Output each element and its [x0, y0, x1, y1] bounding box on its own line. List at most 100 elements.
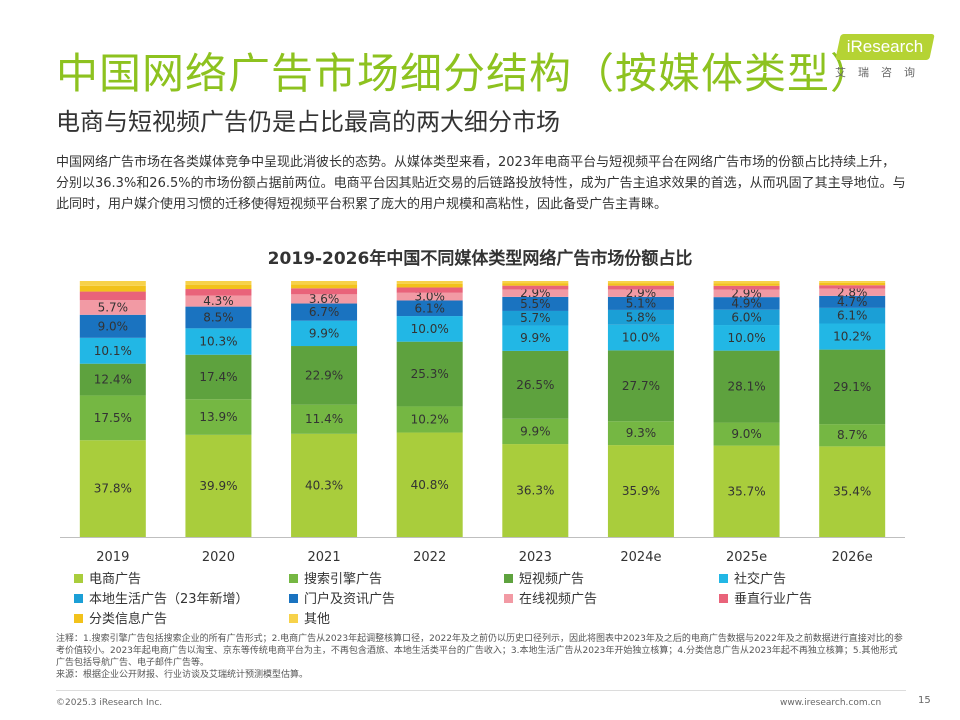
bar-segment [79, 363, 146, 396]
legend-label: 在线视频广告 [519, 592, 598, 607]
legend-swatch [289, 614, 298, 623]
bar-segment [713, 325, 780, 351]
bar-segment-other [607, 281, 674, 284]
legend-label: 本地生活广告（23年新增） [89, 592, 249, 607]
bar-segment-other [185, 281, 252, 285]
bar-value-label: 5.8% [626, 310, 657, 324]
legend-swatch [719, 574, 728, 583]
bar-segment-other [502, 283, 569, 286]
legend-item: 社交广告 [719, 571, 786, 589]
bar-value-label: 35.4% [833, 485, 871, 499]
bar-value-label: 10.2% [833, 330, 871, 344]
x-tick-label: 2019 [96, 550, 129, 565]
bar-segment [502, 289, 569, 297]
bar-value-label: 8.7% [837, 428, 868, 442]
legend-item: 分类信息广告 [74, 611, 167, 629]
x-tick-label: 2024e [620, 550, 661, 565]
bar-segment [291, 433, 358, 537]
bar-value-label: 17.4% [199, 370, 237, 384]
chart-title: 2019-2026年中国不同媒体类型网络广告市场份额占比 [267, 249, 693, 269]
bar-value-label: 2.9% [626, 286, 657, 300]
bar-segment [291, 404, 358, 434]
bar-segment-other [396, 287, 463, 293]
source-text: 来源：根据企业公开财报、行业访谈及艾瑞统计预测模型估算。 [56, 670, 309, 680]
legend-swatch [719, 594, 728, 603]
bar-value-label: 5.1% [626, 296, 657, 310]
bar-segment [396, 432, 463, 537]
bar-segment-other [79, 291, 146, 301]
bar-segment [607, 296, 674, 310]
legend-item: 电商广告 [74, 571, 141, 589]
x-tick-label: 2021 [308, 550, 341, 565]
bar-segment [819, 307, 886, 324]
page-number: 15 [918, 695, 931, 706]
bar-value-label: 2.9% [731, 286, 762, 300]
bar-segment [819, 424, 886, 447]
legend-item: 本地生活广告（23年新增） [74, 591, 249, 609]
x-tick-label: 2023 [519, 550, 552, 565]
bar-value-label: 35.9% [622, 484, 660, 498]
bar-value-label: 22.9% [305, 368, 343, 382]
legend-item: 在线视频广告 [504, 591, 597, 609]
bar-segment [607, 309, 674, 325]
bar-segment-other [713, 281, 780, 284]
legend-label: 其他 [304, 612, 331, 627]
bar-segment [79, 395, 146, 441]
bar-value-label: 29.1% [833, 380, 871, 394]
bar-segment-other [396, 281, 463, 284]
iresearch-logo: iResearch 艾瑞咨询 [826, 34, 936, 80]
bar-segment [502, 350, 569, 419]
legend-swatch [289, 574, 298, 583]
bar-value-label: 40.3% [305, 478, 343, 492]
bar-segment [396, 316, 463, 342]
bar-value-label: 37.8% [94, 482, 132, 496]
bar-segment-other [502, 285, 569, 290]
bar-segment [291, 303, 358, 321]
bar-segment [79, 314, 146, 338]
bar-segment [713, 350, 780, 423]
bar-segment-other [291, 284, 358, 289]
legend-label: 垂直行业广告 [734, 592, 813, 607]
bar-segment [502, 310, 569, 326]
legend-label: 分类信息广告 [89, 612, 168, 627]
bar-segment [291, 294, 358, 304]
legend-swatch [74, 574, 83, 583]
bar-segment [79, 300, 146, 315]
bar-value-label: 9.9% [520, 331, 551, 345]
bar-segment [819, 295, 886, 308]
bar-segment [607, 421, 674, 446]
bar-segment [819, 446, 886, 537]
bar-value-label: 10.2% [411, 412, 449, 426]
bar-segment-other [291, 288, 358, 295]
bar-value-label: 5.7% [520, 311, 551, 325]
bar-segment [396, 341, 463, 407]
legend-swatch [504, 574, 513, 583]
bar-value-label: 4.9% [731, 296, 762, 310]
bar-segment [185, 434, 252, 537]
bar-segment [819, 349, 886, 425]
bar-segment [713, 309, 780, 326]
bar-segment-other [819, 285, 886, 289]
bar-value-label: 35.7% [728, 484, 766, 498]
bar-segment [291, 320, 358, 347]
bar-value-label: 27.7% [622, 379, 660, 393]
bar-value-label: 10.0% [622, 331, 660, 345]
bar-segment-other [607, 283, 674, 286]
bar-value-label: 12.4% [94, 373, 132, 387]
bar-segment [396, 300, 463, 317]
bar-value-label: 11.4% [305, 412, 343, 426]
bar-segment [185, 306, 252, 329]
legend-label: 门户及资讯广告 [304, 592, 396, 607]
bar-segment-other [819, 281, 886, 283]
footer-divider [56, 690, 906, 691]
bar-value-label: 2.8% [837, 285, 868, 299]
bar-value-label: 39.9% [199, 479, 237, 493]
bar-segment-other [713, 283, 780, 286]
legend-swatch [289, 594, 298, 603]
bar-segment [713, 445, 780, 537]
bar-value-label: 17.5% [94, 411, 132, 425]
bar-value-label: 4.3% [203, 294, 234, 308]
bar-segment [607, 289, 674, 297]
bar-segment [396, 406, 463, 433]
